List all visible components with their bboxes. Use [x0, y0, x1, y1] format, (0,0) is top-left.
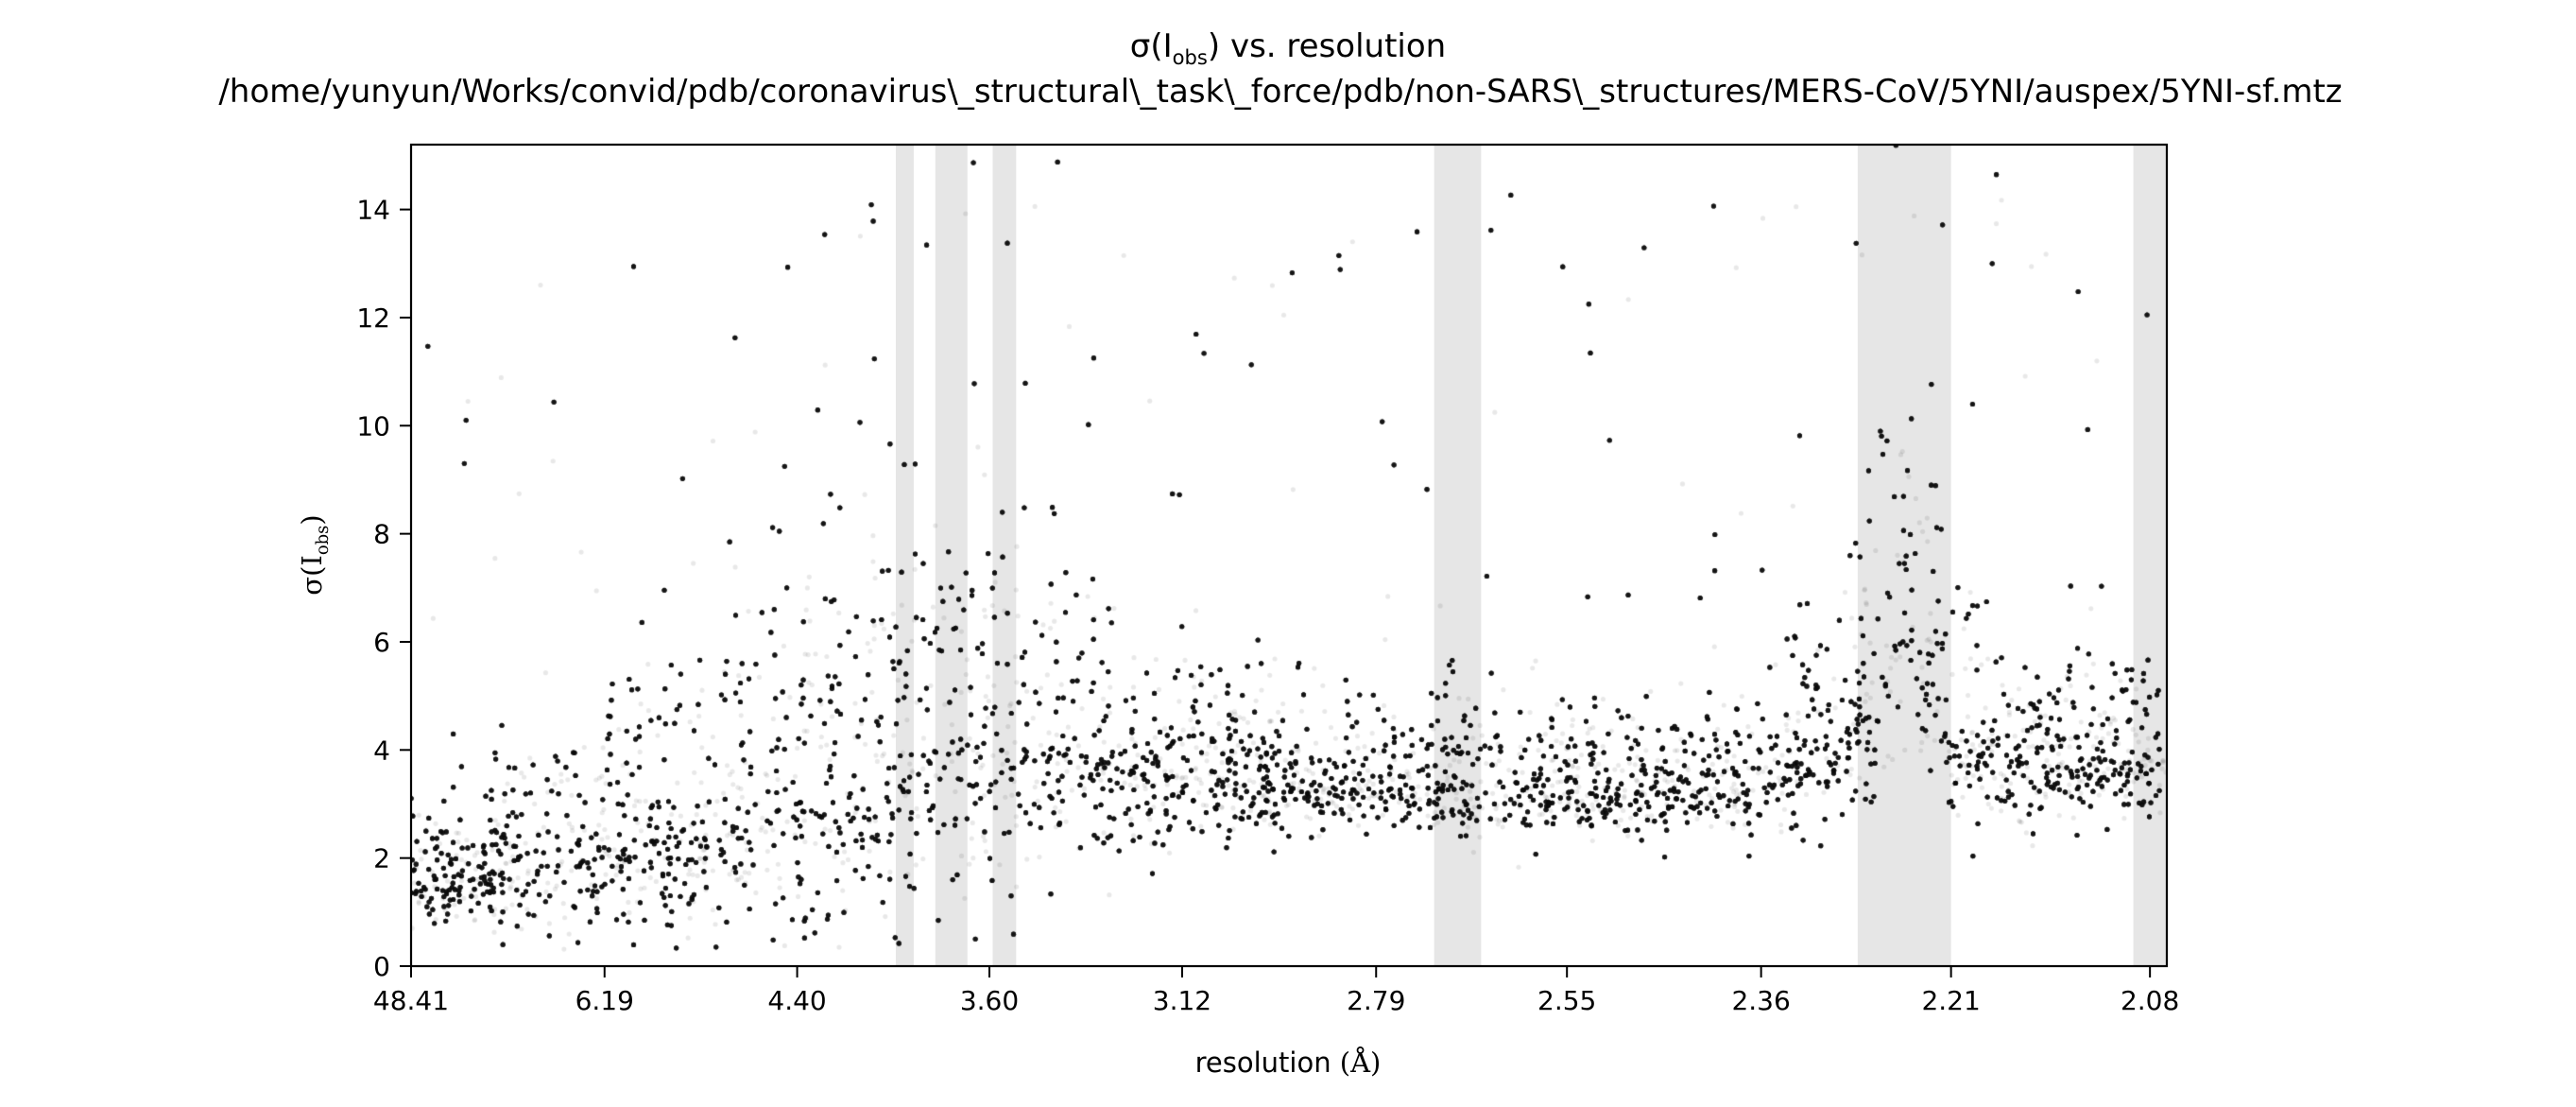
x-tick-label-1: 6.19 [575, 985, 634, 1016]
y-axis-label: σ(Iobs) [296, 514, 333, 595]
chart-title-line1: σ(Iobs) vs. resolution [1130, 27, 1446, 69]
x-tick-label-3: 3.60 [960, 985, 1019, 1016]
x-tick-label-6: 2.55 [1537, 985, 1596, 1016]
x-tick-label-8: 2.21 [1921, 985, 1980, 1016]
x-tick-label-5: 2.79 [1347, 985, 1405, 1016]
y-tick-label-2: 4 [373, 735, 390, 766]
y-tick-label-4: 8 [373, 519, 390, 550]
x-tick-label-7: 2.36 [1731, 985, 1790, 1016]
y-tick-label-3: 6 [373, 627, 390, 658]
x-tick-label-9: 2.08 [2121, 985, 2179, 1016]
y-tick-label-5: 10 [356, 410, 390, 441]
y-tick-label-7: 14 [356, 195, 390, 226]
scatter-points-area [411, 145, 2167, 966]
y-tick-label-1: 2 [373, 843, 390, 874]
y-tick-label-6: 12 [356, 303, 390, 334]
chart-title-line2: /home/yunyun/Works/convid/pdb/coronaviru… [218, 73, 2342, 111]
y-tick-label-0: 0 [373, 951, 390, 982]
chart-title: σ(Iobs) vs. resolution /home/yunyun/Work… [218, 27, 2342, 111]
x-tick-label-4: 3.12 [1153, 985, 1211, 1016]
y-axis: 0 2 4 6 8 10 12 14 [356, 195, 411, 982]
x-axis-label: resolution (Å) [1195, 1046, 1382, 1079]
x-tick-label-2: 4.40 [767, 985, 826, 1016]
plot-frame [409, 143, 2169, 968]
x-axis: 48.41 6.19 4.40 3.60 3.12 2.79 2.55 2.36 2.21 2.0… [373, 966, 2179, 1016]
x-tick-label-0: 48.41 [373, 985, 449, 1016]
